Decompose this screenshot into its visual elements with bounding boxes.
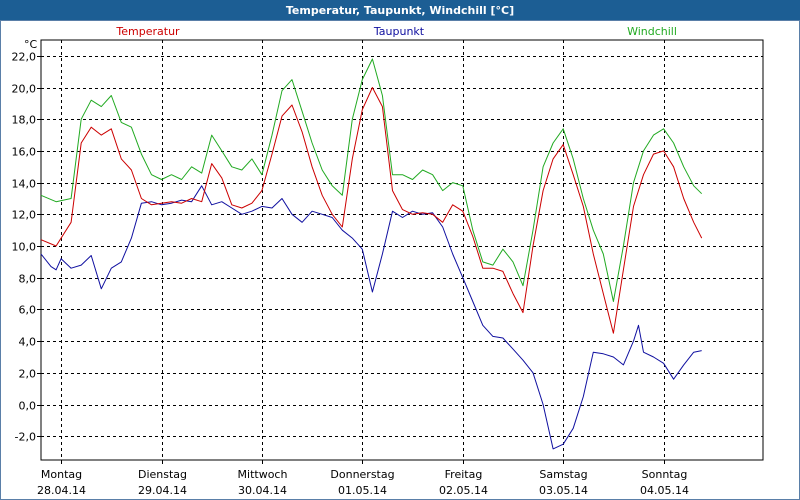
y-tick-label: 10,0 — [12, 241, 37, 254]
y-tick-label: 20,0 — [12, 83, 37, 96]
y-axis-unit: °C — [24, 38, 38, 51]
x-tick-weekday: Freitag — [445, 468, 483, 481]
x-axis-ticks: Montag 28.04.14 Dienstag 29.04.14 Mittwoch 30… — [37, 460, 689, 497]
y-tick-label: 18,0 — [12, 114, 37, 127]
y-tick-label: 16,0 — [12, 146, 37, 159]
x-tick-date: 30.04.14 — [238, 484, 287, 497]
legend-taupunkt: Taupunkt — [373, 25, 425, 38]
x-tick-date: 04.05.14 — [640, 484, 689, 497]
grid-lines — [41, 40, 763, 460]
series-lines — [40, 58, 703, 450]
x-tick-date: 29.04.14 — [138, 484, 187, 497]
chart-title: Temperatur, Taupunkt, Windchill [°C] — [0, 0, 800, 20]
x-tick-date: 01.05.14 — [338, 484, 387, 497]
x-tick-weekday: Dienstag — [138, 468, 187, 481]
legend-temperatur: Temperatur — [115, 25, 180, 38]
y-tick-label: 14,0 — [12, 178, 37, 191]
x-tick-weekday: Montag — [41, 468, 82, 481]
x-tick-weekday: Donnerstag — [330, 468, 394, 481]
series-line-windchill — [40, 58, 703, 302]
series-line-temperatur — [40, 87, 703, 334]
y-tick-label: 4,0 — [19, 336, 37, 349]
plot-area — [40, 39, 764, 461]
y-tick-label: 6,0 — [19, 304, 37, 317]
x-tick-weekday: Samstag — [539, 468, 587, 481]
y-tick-label: 12,0 — [12, 209, 37, 222]
y-tick-label: 22,0 — [12, 51, 37, 64]
y-axis-ticks: -2,0 0,0 2,0 4,0 6,0 8,0 10,0 12,0 14,0 16,0 18,0 2… — [12, 51, 41, 444]
y-tick-label: 0,0 — [19, 400, 37, 413]
legend-windchill: Windchill — [627, 25, 677, 38]
x-tick-date: 28.04.14 — [37, 484, 86, 497]
series-line-taupunkt — [40, 185, 702, 450]
x-tick-weekday: Sonntag — [642, 468, 688, 481]
x-tick-weekday: Mittwoch — [238, 468, 288, 481]
x-tick-date: 03.05.14 — [539, 484, 588, 497]
x-tick-date: 02.05.14 — [439, 484, 488, 497]
y-tick-label: -2,0 — [15, 431, 36, 444]
y-tick-label: 8,0 — [19, 273, 37, 286]
y-tick-label: 2,0 — [19, 368, 37, 381]
